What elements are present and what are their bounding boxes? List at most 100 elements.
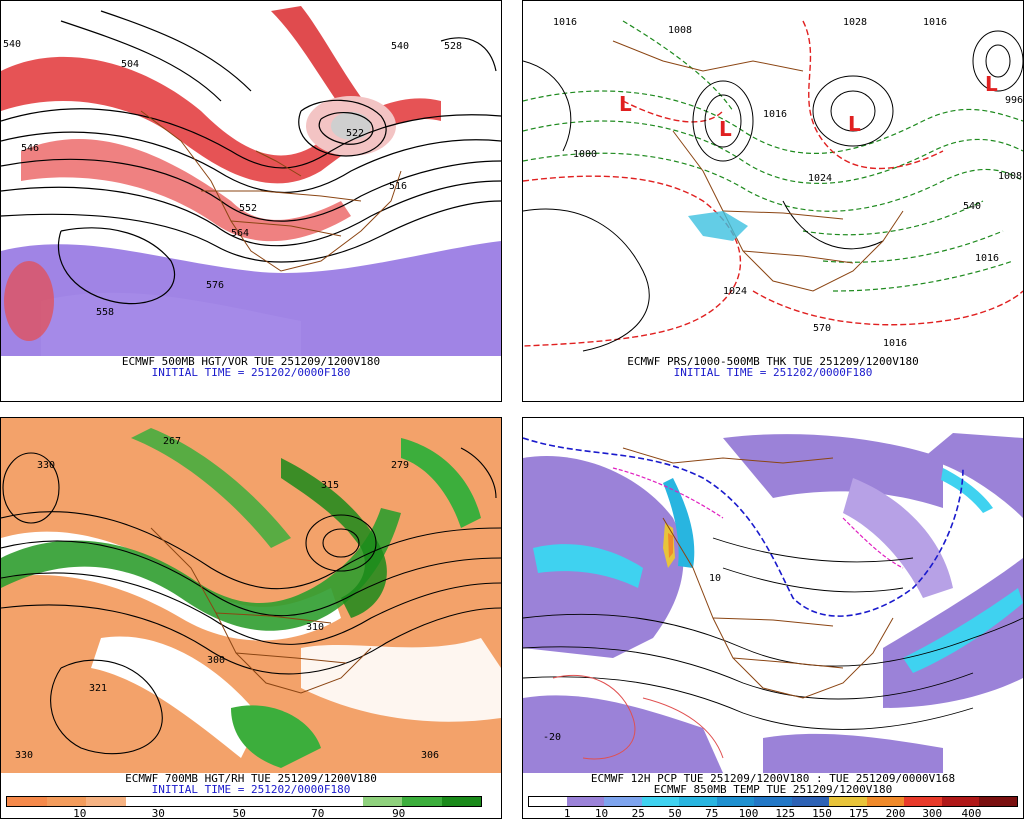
colorbar-tick-label: 30 (151, 807, 165, 820)
colorbar-segment (362, 797, 402, 806)
contour-label: 1024 (723, 286, 747, 297)
colorbar-segment (904, 797, 942, 806)
colorbar-segment (679, 797, 717, 806)
colorbar-tick-label: 400 (961, 807, 982, 820)
contour-label: 1016 (883, 338, 907, 349)
panel-title: ECMWF 12H PCP TUE 251209/1200V180 : TUE … (590, 772, 956, 785)
colorbar-tick-label: 50 (668, 807, 682, 820)
panel-pcp-temp: -20 10 ECMWF 12H PCP TUE 251209/1200V180… (522, 417, 1024, 820)
contour-label: 10 (709, 573, 721, 584)
colorbar-segment (566, 797, 605, 806)
contour-label: 1016 (763, 109, 787, 120)
contour-label: 546 (21, 143, 39, 154)
low-pressure-symbol: L (619, 92, 632, 116)
colorbar-segment (165, 797, 205, 806)
colorbar-segment (402, 797, 442, 806)
colorbar-segment (244, 797, 284, 806)
colorbar-segment (641, 797, 680, 806)
panel-prs-thk: L L L L 1016 1008 1000 1024 1016 1028 10… (522, 0, 1024, 402)
contour-label: 330 (15, 750, 33, 761)
contour-label: 1008 (998, 171, 1022, 182)
map-500mb-hgt-vor: 540 504 528 516 522 552 564 558 540 546 … (1, 1, 501, 356)
panel-title: ECMWF PRS/1000-500MB THK TUE 251209/1200… (627, 355, 919, 368)
colorbar-segment (754, 797, 792, 806)
colorbar-tick-label: 10 (73, 807, 87, 820)
panel-title: ECMWF 700MB HGT/RH TUE 251209/1200V180 (125, 772, 377, 785)
colorbar-tick-label: 75 (705, 807, 719, 820)
contour-label: 558 (96, 307, 114, 318)
rh-colorbar (6, 796, 482, 807)
colorbar-segment (125, 797, 165, 806)
colorbar-segment (441, 797, 481, 806)
map-700mb-hgt-rh: 267 330 300 321 310 315 279 306 330 (1, 418, 501, 773)
map-prs-thk: L L L L 1016 1008 1000 1024 1016 1028 10… (523, 1, 1023, 356)
panel-init-time: INITIAL TIME = 251202/0000F180 (673, 366, 873, 379)
contour-label: 1016 (975, 253, 999, 264)
colorbar-segment (979, 797, 1017, 806)
colorbar-segment (716, 797, 755, 806)
low-pressure-symbol: L (719, 117, 732, 141)
colorbar-segment (283, 797, 323, 806)
panel-500mb-hgt-vor: 540 504 528 516 522 552 564 558 540 546 … (0, 0, 502, 402)
contour-label: 279 (391, 460, 409, 471)
contour-label: 552 (239, 203, 257, 214)
contour-label: 306 (421, 750, 439, 761)
contour-label: 1024 (808, 173, 832, 184)
contour-label: 300 (207, 655, 225, 666)
colorbar-tick-label: 150 (812, 807, 832, 820)
colorbar-tick-label: 175 (848, 807, 869, 820)
contour-label: 315 (321, 480, 339, 491)
colorbar-tick-label: 70 (311, 807, 325, 820)
low-pressure-symbol: L (985, 72, 998, 96)
map-pcp-temp: -20 10 (523, 418, 1023, 773)
colorbar-segment (7, 797, 47, 806)
panel-init-time: INITIAL TIME = 251202/0000F180 (151, 783, 351, 796)
colorbar-tick-label: 125 (775, 807, 796, 820)
contour-label: -20 (543, 732, 561, 743)
colorbar-segment (323, 797, 363, 806)
contour-label: 1008 (668, 25, 692, 36)
contour-label: 516 (389, 181, 407, 192)
colorbar-segment (941, 797, 980, 806)
colorbar-segment (866, 797, 905, 806)
rh-colorbar-ticks: 10 30 50 70 90 (6, 807, 482, 820)
colorbar-tick-label: 50 (232, 807, 246, 820)
contour-label: 996 (1005, 95, 1023, 106)
colorbar-tick-label: 25 (631, 807, 645, 820)
colorbar-segment (829, 797, 867, 806)
colorbar-segment (46, 797, 86, 806)
panel-subtitle: ECMWF 850MB TEMP TUE 251209/1200V180 (653, 783, 893, 796)
contour-label: 540 (391, 41, 409, 52)
pcp-colorbar-ticks: 1 10 25 50 75 100 125 150 175 200 300 400 (528, 807, 1018, 820)
contour-label: 330 (37, 460, 55, 471)
contour-label: 564 (231, 228, 249, 239)
contour-label: 267 (163, 436, 181, 447)
colorbar-segment (204, 797, 244, 806)
contour-label: 522 (346, 128, 364, 139)
contour-label: 1016 (923, 17, 947, 28)
contour-label: 1016 (553, 17, 577, 28)
contour-label: 310 (306, 622, 324, 633)
contour-label: 1028 (843, 17, 867, 28)
contour-label: 570 (813, 323, 831, 334)
panel-700mb-hgt-rh: 267 330 300 321 310 315 279 306 330 ECMW… (0, 417, 502, 820)
contour-label: 540 (3, 39, 21, 50)
colorbar-segment (791, 797, 830, 806)
colorbar-segment (529, 797, 567, 806)
colorbar-tick-label: 1 (563, 807, 571, 820)
low-pressure-symbol: L (848, 112, 861, 136)
panel-init-time: INITIAL TIME = 251202/0000F180 (151, 366, 351, 379)
colorbar-tick-label: 90 (392, 807, 406, 820)
pcp-colorbar (528, 796, 1018, 807)
contour-label: 576 (206, 280, 224, 291)
contour-label: 540 (963, 201, 981, 212)
contour-label: 321 (89, 683, 107, 694)
contour-label: 528 (444, 41, 462, 52)
colorbar-segment (86, 797, 126, 806)
colorbar-tick-label: 100 (738, 807, 759, 820)
panel-title: ECMWF 500MB HGT/VOR TUE 251209/1200V180 (121, 355, 381, 368)
colorbar-tick-label: 300 (922, 807, 943, 820)
contour-label: 504 (121, 59, 139, 70)
colorbar-tick-label: 10 (594, 807, 609, 820)
colorbar-segment (604, 797, 642, 806)
